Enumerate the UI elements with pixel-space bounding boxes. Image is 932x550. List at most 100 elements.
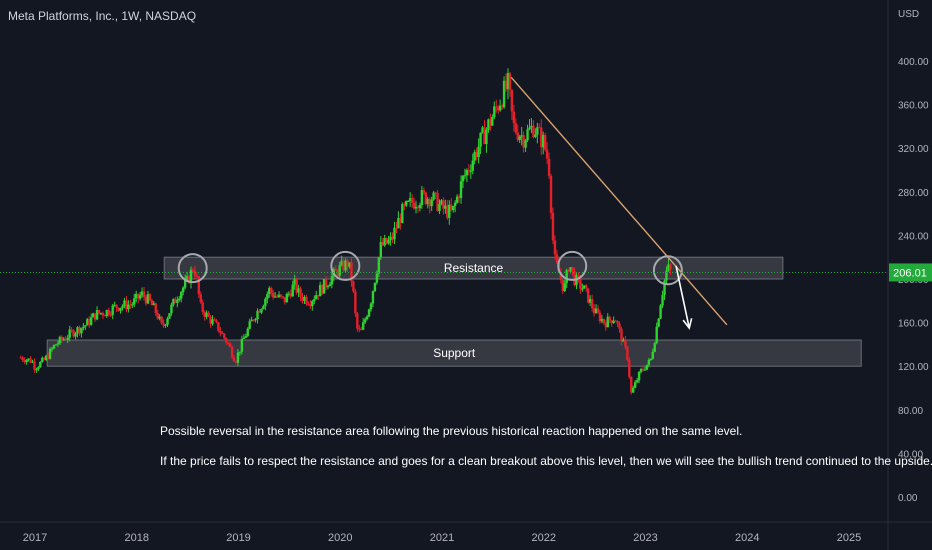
candle-body <box>491 116 494 126</box>
candle-body <box>516 132 519 141</box>
candle-body <box>518 136 521 141</box>
candle-body <box>567 269 570 272</box>
candle-body <box>279 294 283 297</box>
candle-body <box>150 300 154 306</box>
candle-body <box>555 254 559 263</box>
candle-body <box>453 202 457 206</box>
candle-body <box>585 285 588 289</box>
x-tick-label: 2025 <box>837 532 861 544</box>
candle-body <box>35 369 38 371</box>
candle-body <box>336 270 339 276</box>
x-tick-label: 2019 <box>226 532 250 544</box>
candle-body <box>289 293 292 297</box>
overlay-layer <box>0 76 888 330</box>
candle-body <box>136 293 140 299</box>
candle-body <box>293 279 296 285</box>
candle-body <box>375 273 379 283</box>
y-tick-label: 40.00 <box>898 449 923 460</box>
candle-body <box>113 304 116 306</box>
candle-body <box>606 316 609 328</box>
candle-body <box>43 357 46 360</box>
candle-body <box>363 319 367 323</box>
y-tick-label: 280.00 <box>898 188 929 199</box>
candle-body <box>455 196 459 203</box>
candle-body <box>107 309 111 315</box>
candle-body <box>215 320 218 323</box>
candle-body <box>232 357 236 362</box>
current-price-tag <box>889 263 932 282</box>
candle-body <box>334 268 337 271</box>
candle-body <box>545 149 549 159</box>
candle-body <box>493 106 496 117</box>
candle-body <box>86 319 89 326</box>
candle-body <box>50 348 54 350</box>
candle-body <box>471 160 474 171</box>
candle-body <box>504 80 508 90</box>
candle-body <box>221 333 224 335</box>
candle-body <box>559 272 563 280</box>
candle-body <box>604 323 608 328</box>
candle-body <box>195 275 199 277</box>
candle-body <box>266 294 269 299</box>
candle-body <box>170 304 173 314</box>
reaction-circle <box>652 255 683 286</box>
candle-body <box>418 204 422 209</box>
candle-body <box>56 343 60 345</box>
candle-body <box>236 352 240 363</box>
candle-body <box>587 288 590 303</box>
candle-body <box>373 282 377 292</box>
candle-body <box>573 270 576 286</box>
candle-body <box>416 206 420 209</box>
candle-body <box>78 327 81 334</box>
candle-body <box>324 279 328 287</box>
candle-body <box>109 314 112 316</box>
candle-body <box>457 196 461 199</box>
candle-body <box>311 301 314 306</box>
candle-body <box>93 313 97 320</box>
resistance-zone <box>163 256 784 280</box>
candle-body <box>297 288 300 293</box>
candle-body <box>479 132 482 147</box>
candle-body <box>565 269 568 284</box>
candle-body <box>633 382 637 388</box>
candle-body <box>123 300 126 307</box>
candle-body <box>495 106 498 108</box>
x-tick-label: 2021 <box>430 532 454 544</box>
candle-body <box>178 298 181 301</box>
candle-body <box>248 321 251 329</box>
candle-body <box>46 355 50 359</box>
candle-body <box>84 325 87 327</box>
candle-body <box>181 287 185 293</box>
candle-body <box>352 281 355 292</box>
candle-body <box>76 327 79 334</box>
candle-body <box>397 217 400 229</box>
candle-body <box>285 293 289 303</box>
candle-body <box>209 316 212 324</box>
candle-body <box>360 329 363 331</box>
candle-body <box>48 348 52 359</box>
candle-body <box>23 360 26 363</box>
candle-body <box>594 308 598 314</box>
candle-body <box>643 369 647 371</box>
candle-body <box>616 321 619 324</box>
candle-body <box>590 298 594 309</box>
candle-body <box>526 129 529 141</box>
candle-body <box>230 347 234 358</box>
candle-body <box>647 359 651 365</box>
y-tick-label: 240.00 <box>898 231 929 242</box>
candle-body <box>588 298 592 303</box>
candle-body <box>205 312 208 317</box>
candle-body <box>508 73 512 90</box>
candle-body <box>420 190 424 205</box>
candle-body <box>461 175 465 182</box>
candle-body <box>571 267 574 271</box>
candle-body <box>422 190 426 193</box>
candle-body <box>105 309 109 317</box>
candle-body <box>371 291 375 304</box>
candle-body <box>68 329 71 338</box>
candle-body <box>88 319 91 325</box>
candle-body <box>399 217 402 223</box>
candle-body <box>44 355 48 360</box>
y-tick-label: 0.00 <box>898 493 918 504</box>
